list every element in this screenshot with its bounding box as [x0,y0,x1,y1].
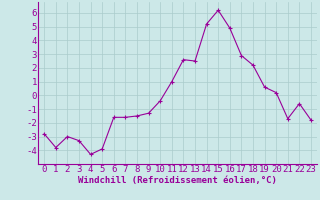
X-axis label: Windchill (Refroidissement éolien,°C): Windchill (Refroidissement éolien,°C) [78,176,277,185]
